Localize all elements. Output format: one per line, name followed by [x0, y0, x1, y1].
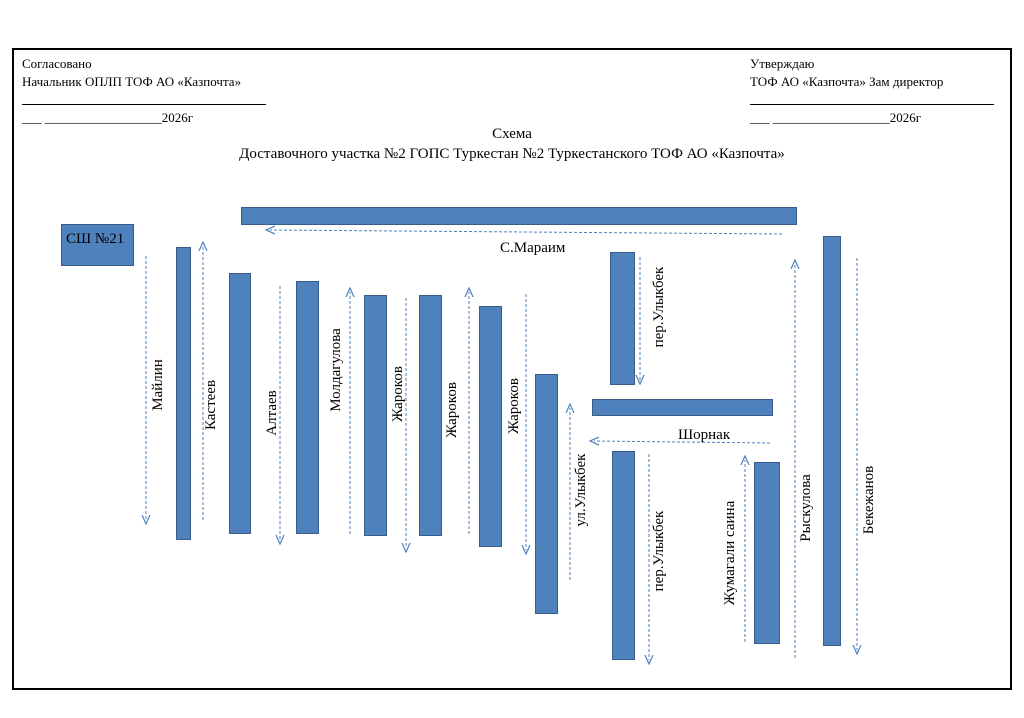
school-box: СШ №21	[61, 224, 134, 266]
street-bar-shornak	[592, 399, 773, 416]
arrow-shornak	[594, 441, 771, 443]
label-moldagulova: Молдагулова	[328, 328, 344, 412]
street-bar-ryskulova	[823, 236, 841, 646]
street-bar-per-ulykbek-top	[610, 252, 635, 385]
street-bar-per-ulykbek-bottom	[612, 451, 635, 660]
signature-line-right	[750, 104, 994, 105]
label-shornak: Шорнак	[678, 427, 731, 443]
confirm-date: ___ __________________2026г	[750, 110, 922, 125]
diagram-frame	[12, 48, 1012, 690]
approver-position: Начальник ОПЛП ТОФ АО «Казпочта»	[22, 74, 242, 89]
diagram-subtitle: Доставочного участка №2 ГОПС Туркестан №…	[239, 146, 785, 162]
label-zharokov-1: Жароков	[390, 366, 406, 422]
label-zhumagali: Жумагали саина	[722, 500, 738, 606]
label-zharokov-3: Жароков	[506, 378, 522, 434]
street-bar-zhumagali	[754, 462, 780, 644]
label-bekezhanov: Бекежанов	[861, 465, 877, 535]
street-bar-altaev	[296, 281, 319, 534]
confirm-label: Утверждаю	[750, 56, 815, 71]
label-per-ulykbek-top: пер.Улыкбек	[651, 266, 667, 348]
street-bar-kasteev	[229, 273, 251, 534]
street-bar-zharokov-2	[479, 306, 502, 547]
label-zharokov-2: Жароков	[444, 382, 460, 438]
diagram-title: Схема	[492, 126, 532, 142]
street-bar-mailin	[176, 247, 191, 540]
street-bar-moldagulova	[364, 295, 387, 536]
label-ul-ulykbek: ул.Улыкбек	[573, 453, 589, 527]
confirmer-position: ТОФ АО «Казпочта» Зам директор	[750, 74, 944, 89]
label-kasteev: Кастеев	[203, 379, 219, 431]
label-mailin: Майлин	[150, 359, 166, 411]
street-bar-zharokov-1	[419, 295, 442, 536]
label-altaev: Алтаев	[264, 390, 280, 436]
arrow-maraim	[270, 230, 783, 234]
approval-label: Согласовано	[22, 56, 92, 71]
signature-line	[22, 104, 266, 105]
label-maraim: С.Мараим	[500, 240, 566, 256]
label-per-ulykbek-bottom: пер.Улыкбек	[651, 510, 667, 592]
label-ryskulova: Рыскулова	[798, 474, 814, 542]
street-bar-zharokov-3	[535, 374, 558, 614]
street-bar-maraim	[241, 207, 797, 225]
approval-date: ___ __________________2026г	[22, 110, 194, 125]
